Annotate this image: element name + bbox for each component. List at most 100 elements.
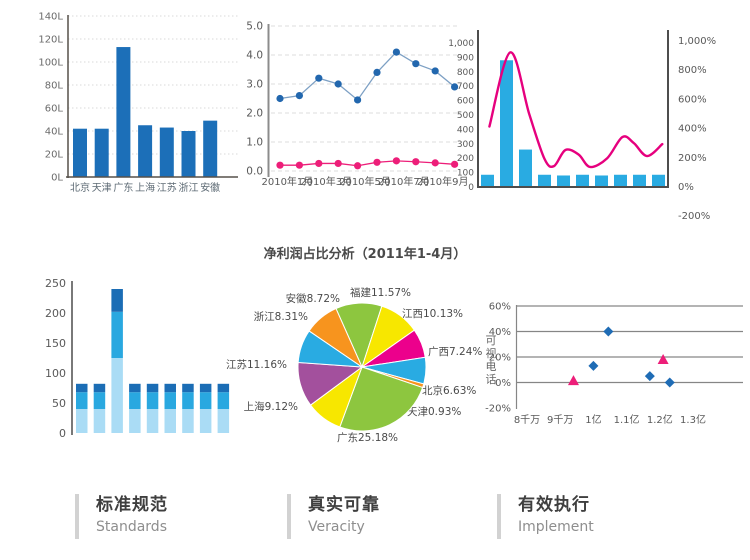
left-tick-label: 600 bbox=[457, 97, 474, 107]
blue-series-line bbox=[279, 51, 456, 101]
x-tick-label: 8千万 bbox=[514, 414, 540, 426]
net-profit-pie-chart: 福建11.57% 江西10.13% 广西7.24% 北京6.63% 天津0.93% 广东2… bbox=[226, 286, 482, 444]
right-tick-label: 1,000% bbox=[678, 36, 716, 47]
x-tick-label: 安徽 bbox=[200, 181, 220, 194]
left-tick-label: 200 bbox=[457, 154, 474, 164]
x-tick-label: 2010年9月 bbox=[417, 175, 469, 188]
x-tick-label: 1.3亿 bbox=[680, 413, 706, 426]
right-tick-label: 600% bbox=[678, 94, 707, 105]
x-tick-label: 9千万 bbox=[547, 414, 573, 426]
y-axis-title-char: 可 bbox=[486, 334, 497, 347]
bar-segment bbox=[76, 409, 88, 433]
divider-bar bbox=[75, 494, 79, 539]
y-tick-label: 100 bbox=[45, 367, 66, 380]
y-tick-label: 0% bbox=[495, 378, 511, 389]
pink-series-marker bbox=[334, 159, 342, 168]
divider-bar bbox=[497, 494, 501, 539]
pie-label: 福建11.57% bbox=[350, 286, 411, 299]
y-tick-label: 4.0 bbox=[246, 50, 263, 62]
y-tick-label: 0 bbox=[59, 427, 66, 440]
pie-label: 江苏11.16% bbox=[226, 358, 287, 371]
pink-series-marker bbox=[392, 157, 400, 165]
bar-segment bbox=[199, 409, 212, 433]
y-tick-label: 20L bbox=[45, 150, 64, 161]
bar-segment bbox=[76, 383, 88, 393]
bar-segment bbox=[217, 409, 230, 433]
pie-label: 安徽8.72% bbox=[286, 292, 340, 305]
bar-segment bbox=[217, 383, 230, 393]
pie-label: 浙江8.31% bbox=[254, 311, 308, 323]
x-tick-label: 天津 bbox=[92, 182, 112, 194]
blue-series-marker bbox=[315, 74, 323, 82]
pie-chart-title: 净利润占比分析（2011年1-4月） bbox=[263, 247, 467, 262]
stacked-bar-chart: 0 50 100 150 200 250 bbox=[45, 277, 230, 440]
triangle-marker bbox=[567, 375, 579, 386]
x-tick-label: 2010年7月 bbox=[378, 175, 430, 188]
x-tick-label: 广东 bbox=[113, 181, 133, 194]
y-tick-label: 50 bbox=[52, 397, 66, 410]
pie-slice-安徽 bbox=[308, 307, 364, 369]
bar-segment bbox=[129, 392, 141, 409]
pink-series-marker bbox=[412, 158, 420, 166]
pie-label: 广东25.18% bbox=[337, 431, 398, 444]
bar-segment bbox=[164, 392, 176, 409]
left-tick-label: 300 bbox=[457, 140, 474, 150]
pie-label: 天津0.93% bbox=[407, 406, 461, 418]
combo-bar-line-chart: 0 100 200 300 400 500 600 700 800 900 1,000 -200% 0%… bbox=[448, 30, 716, 222]
footer-item-implement: 有效执行 Implement bbox=[497, 494, 594, 539]
y-tick-label: 3.0 bbox=[246, 79, 263, 91]
y-tick-label: 140L bbox=[38, 12, 63, 23]
bar-segment bbox=[93, 409, 106, 433]
blue-series-marker bbox=[412, 60, 420, 68]
bar bbox=[159, 127, 174, 177]
y-tick-label: 120L bbox=[38, 35, 63, 46]
bar-segment bbox=[76, 392, 88, 409]
blue-series-marker bbox=[354, 96, 362, 104]
pie-label: 北京6.63% bbox=[422, 384, 476, 397]
bar-segment bbox=[164, 409, 176, 433]
left-tick-label: 1,000 bbox=[448, 39, 474, 49]
y-axis-title-char: 电 bbox=[486, 360, 497, 373]
left-tick-label: 100 bbox=[457, 169, 474, 179]
x-tick-label: 北京 bbox=[70, 181, 90, 194]
y-tick-label: 40% bbox=[489, 327, 511, 338]
bar bbox=[614, 174, 627, 187]
x-tick-label: 2010年5月 bbox=[339, 175, 391, 188]
footer-item-veracity: 真实可靠 Veracity bbox=[287, 494, 380, 539]
pink-series-marker bbox=[451, 160, 459, 168]
y-tick-label: 80L bbox=[45, 81, 64, 92]
pie-chart-section: 净利润占比分析（2011年1-4月） 福建11.57% 江西10.13% 广西7.2… bbox=[226, 245, 490, 460]
bar-segment bbox=[111, 289, 123, 312]
x-tick-label: 2010年3月 bbox=[300, 175, 352, 188]
bar-segment bbox=[129, 409, 141, 433]
x-tick-label: 1.2亿 bbox=[647, 413, 673, 426]
y-tick-label: 40L bbox=[45, 127, 64, 138]
bar bbox=[538, 174, 551, 187]
footer-title-cn: 标准规范 bbox=[96, 495, 168, 515]
y-tick-label: 2.0 bbox=[246, 108, 263, 120]
divider-bar bbox=[287, 494, 291, 539]
left-tick-label: 0 bbox=[468, 183, 474, 193]
blue-series-marker bbox=[431, 67, 439, 75]
bar bbox=[116, 47, 131, 177]
y-axis-title-char: 话 bbox=[486, 373, 497, 386]
bar bbox=[138, 125, 153, 177]
bar-segment bbox=[93, 383, 106, 393]
pink-series-marker bbox=[354, 162, 362, 170]
bar-segment bbox=[111, 358, 123, 433]
footer-title-en: Veracity bbox=[308, 519, 365, 535]
left-tick-label: 900 bbox=[457, 53, 474, 63]
y-tick-label: 20% bbox=[489, 353, 511, 364]
diamond-marker bbox=[664, 377, 675, 388]
bar-segment bbox=[182, 409, 194, 433]
bar-segment bbox=[199, 383, 212, 393]
footer-title-cn: 真实可靠 bbox=[308, 495, 380, 515]
right-tick-label: -200% bbox=[678, 211, 710, 222]
bar bbox=[557, 175, 570, 187]
pink-series-line bbox=[280, 160, 455, 167]
pie-label: 江西10.13% bbox=[402, 308, 463, 320]
triangle-marker bbox=[657, 354, 669, 365]
left-tick-label: 700 bbox=[457, 82, 474, 92]
y-axis-title-char: 视 bbox=[486, 346, 497, 360]
left-tick-label: 400 bbox=[457, 125, 474, 135]
